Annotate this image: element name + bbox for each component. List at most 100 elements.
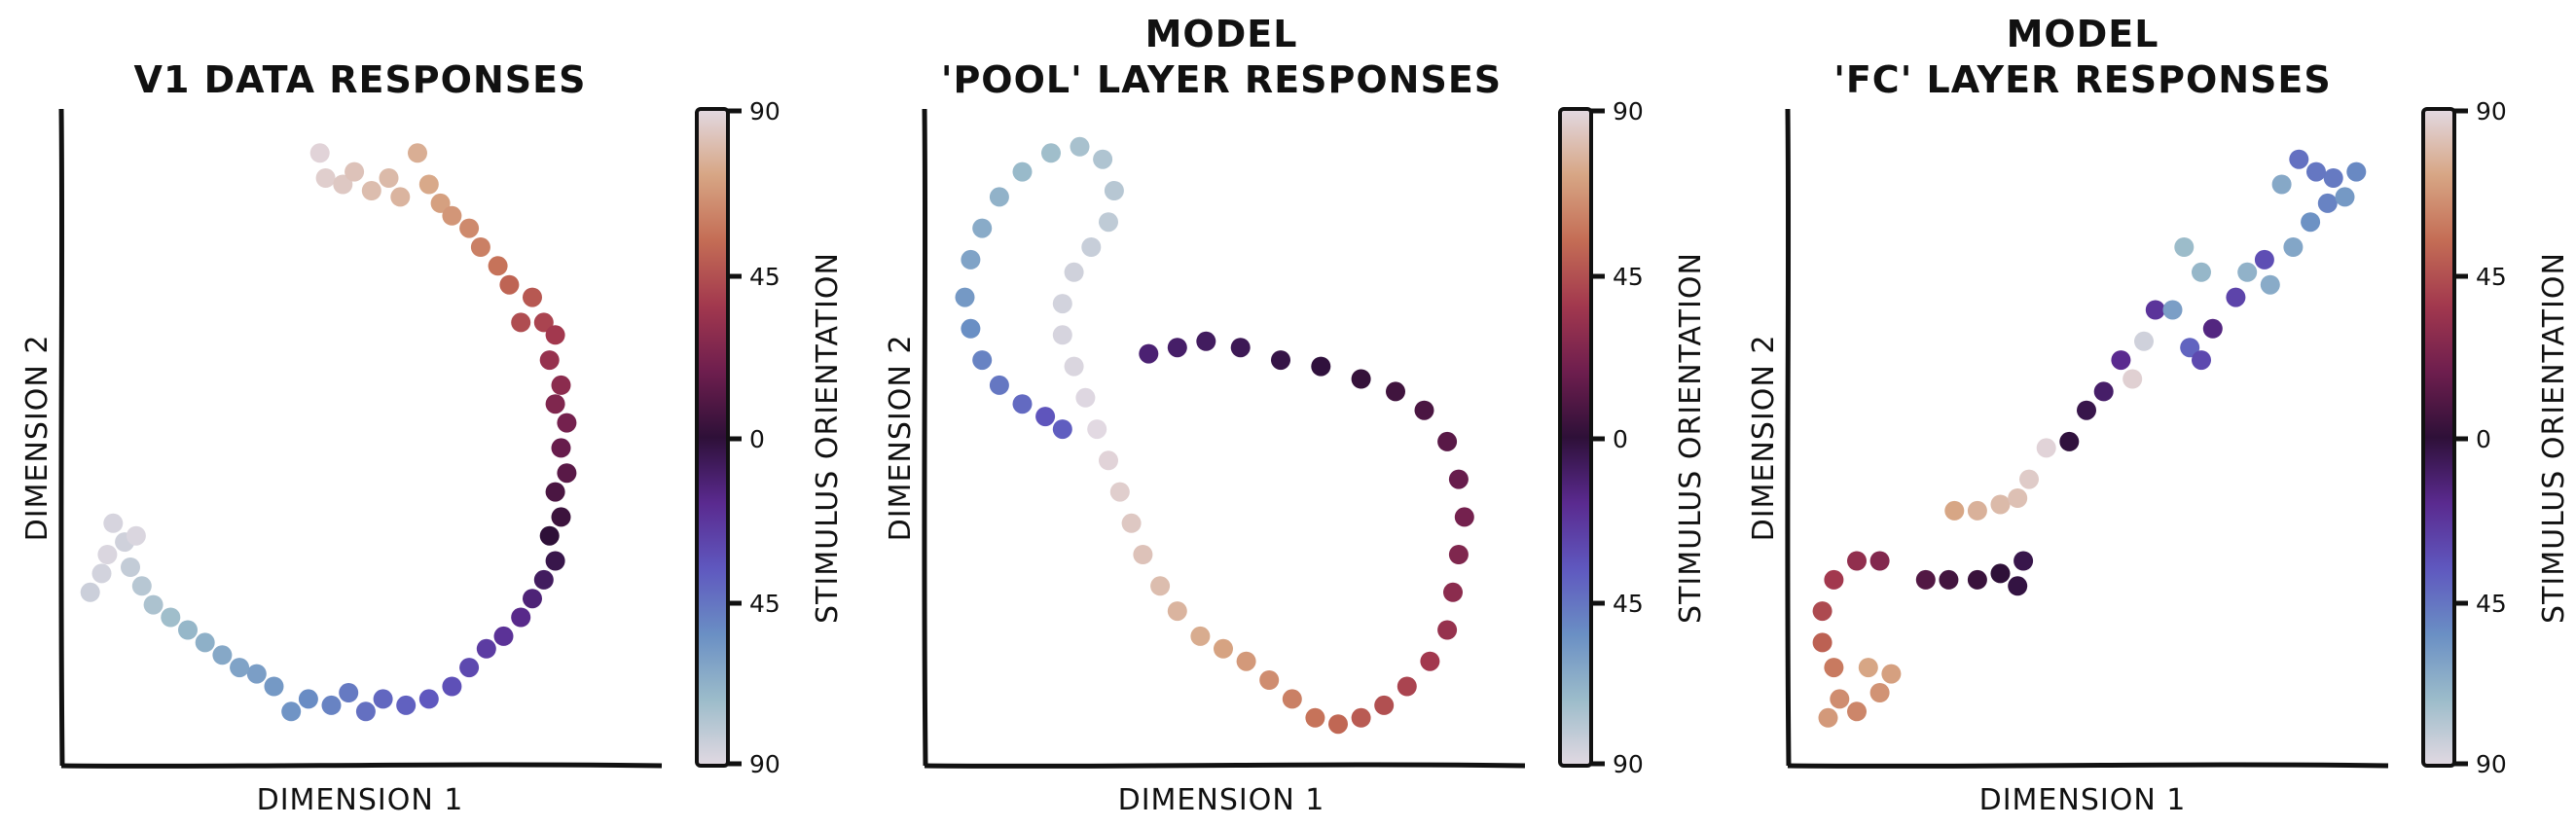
panel-2-point-8: [972, 218, 993, 238]
panel-3-point-0: [1818, 707, 1838, 728]
panel-2-point-2: [1012, 394, 1033, 414]
panel-2-cb-tick-45-lower: 45: [1613, 590, 1644, 618]
panel-3-point-49: [2289, 149, 2309, 169]
panel-1-point-18: [545, 325, 565, 345]
panel-3-point-46: [2323, 168, 2343, 188]
panel-3-point-8: [1812, 601, 1832, 622]
panel-3-ylabel: DIMENSION 2: [1747, 335, 1781, 542]
panel-1-points: [80, 143, 577, 722]
panel-2-point-45: [1437, 431, 1458, 451]
panel-3-point-11: [1869, 551, 1890, 571]
panel-1-point-34: [459, 658, 480, 678]
panel-2-points: [955, 136, 1474, 735]
panel-1-point-43: [281, 701, 302, 722]
panel-3-point-17: [2014, 551, 2034, 571]
panel-1-point-49: [178, 620, 198, 640]
panel-2-point-41: [1443, 582, 1463, 602]
panel-3-point-27: [2111, 350, 2131, 371]
panel-1-point-41: [321, 695, 342, 715]
panel-2-point-37: [1374, 695, 1395, 715]
panel-3-point-23: [2036, 438, 2056, 458]
panel-1-point-55: [103, 513, 124, 533]
panel-2-point-3: [989, 375, 1009, 395]
panel-2-point-30: [1214, 638, 1233, 659]
panel-3-x-axis: [1787, 762, 2389, 769]
panel-1-point-21: [545, 394, 565, 414]
panel-3-point-22: [2019, 469, 2039, 489]
panel-2-point-54: [1139, 343, 1159, 364]
panel-3-point-38: [2192, 262, 2211, 282]
panel-3-point-35: [2226, 287, 2246, 307]
panel-1-point-26: [551, 507, 571, 527]
panel-1-title: V1 DATA RESPONSES: [134, 58, 587, 101]
panel-3-point-32: [2180, 338, 2200, 358]
panel-3-point-18: [1944, 500, 1965, 521]
panel-1-point-2: [333, 174, 353, 195]
panel-1-point-56: [91, 563, 112, 584]
panel-3-point-48: [2271, 174, 2292, 195]
panel-3-cb-tick-45-upper: 45: [2476, 263, 2507, 291]
panel-1-point-22: [557, 413, 577, 433]
panel-1-point-52: [131, 576, 152, 596]
panel-3-colorbar: [2421, 107, 2456, 768]
panel-1-point-58: [80, 582, 100, 602]
panel-1-point-59: [126, 525, 146, 546]
panel-3-xlabel: DIMENSION 1: [1979, 783, 2187, 817]
panel-3-title-line-2: 'FC' LAYER RESPONSES: [1833, 58, 2332, 101]
panel-1-point-30: [523, 589, 542, 609]
panel-1-point-44: [264, 676, 284, 697]
panel-1-point-37: [396, 695, 417, 715]
panel-3-point-10: [1847, 551, 1867, 571]
panel-3-point-2: [1847, 701, 1867, 722]
panel-1-point-53: [121, 557, 140, 577]
panel-3-point-26: [2093, 381, 2114, 402]
panel-1-point-8: [418, 174, 439, 195]
panel-2-point-23: [1099, 450, 1118, 471]
panel-3-point-19: [1967, 500, 1987, 521]
panel-2-point-12: [1070, 136, 1090, 157]
panel-1-point-20: [551, 375, 571, 395]
panel-3-point-5: [1858, 658, 1878, 678]
panel-3-point-16: [2008, 576, 2028, 596]
panel-3-point-14: [1967, 569, 1987, 590]
panel-3-point-7: [1812, 632, 1832, 653]
panel-1-point-35: [442, 676, 462, 697]
panel-1-point-4: [361, 181, 381, 200]
panel-2-point-40: [1437, 620, 1458, 640]
panel-2-point-31: [1236, 651, 1256, 671]
panel-2-point-50: [1271, 350, 1290, 371]
panel-2-point-25: [1121, 513, 1142, 533]
panel-2-point-10: [1012, 162, 1033, 182]
panel-3-point-36: [2254, 249, 2274, 270]
panel-1-point-13: [488, 256, 508, 276]
panel-1-point-45: [246, 664, 267, 684]
panel-2-point-22: [1087, 419, 1107, 440]
panel-2-title-line-2: 'POOL' LAYER RESPONSES: [941, 58, 1502, 101]
panel-3-point-40: [2260, 274, 2280, 295]
panel-2-point-51: [1230, 338, 1251, 358]
panel-1-point-23: [551, 438, 571, 458]
panel-1-point-7: [408, 143, 427, 163]
panel-1-cb-tick-90-top: 90: [749, 97, 780, 126]
panel-2-point-6: [955, 287, 975, 307]
panel-3-point-12: [1915, 569, 1936, 590]
panel-2-point-7: [961, 249, 981, 270]
panel-1-point-10: [442, 205, 462, 226]
panel-1-point-19: [539, 350, 560, 371]
panel-2-cb-tick-45-upper: 45: [1613, 263, 1644, 291]
panel-3-point-33: [2192, 350, 2211, 371]
panel-1-point-12: [470, 237, 490, 257]
panel-3-cb-tick-0: 0: [2476, 425, 2491, 453]
panel-2-point-4: [972, 350, 993, 371]
panel-2-point-21: [1075, 387, 1096, 408]
panel-2-point-36: [1351, 707, 1371, 728]
panel-2-point-48: [1351, 369, 1371, 389]
panel-1-point-15: [523, 287, 542, 307]
panel-3-point-20: [1990, 494, 2011, 515]
panel-3-y-axis: [1785, 108, 1792, 767]
panel-1-point-36: [418, 689, 439, 709]
panel-1-ylabel: DIMENSION 2: [20, 335, 54, 542]
panel-3-colorbar-label: STIMULUS ORIENTATION: [2537, 252, 2571, 624]
panel-3-point-47: [2306, 162, 2326, 182]
